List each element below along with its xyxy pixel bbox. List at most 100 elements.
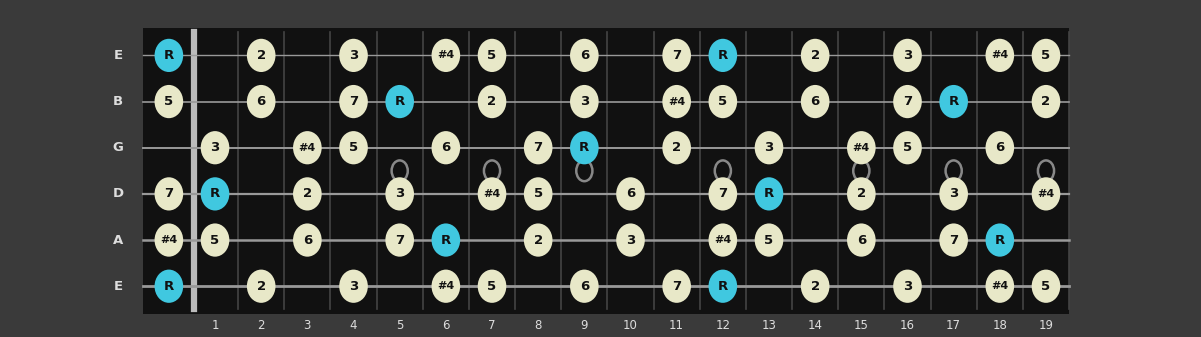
Text: 6: 6 [856, 234, 866, 247]
Text: 3: 3 [349, 280, 358, 293]
Text: R: R [163, 49, 174, 62]
Ellipse shape [801, 85, 830, 118]
Ellipse shape [894, 39, 922, 72]
Ellipse shape [386, 223, 414, 257]
Ellipse shape [386, 85, 414, 118]
Text: 5: 5 [718, 95, 728, 108]
Text: 5: 5 [1041, 280, 1051, 293]
Ellipse shape [1032, 39, 1060, 72]
Ellipse shape [709, 223, 737, 257]
Ellipse shape [155, 85, 184, 118]
Ellipse shape [431, 39, 460, 72]
Text: 6: 6 [442, 319, 449, 332]
Text: R: R [994, 234, 1005, 247]
FancyBboxPatch shape [100, 0, 1101, 337]
Text: 14: 14 [807, 319, 823, 332]
Text: 7: 7 [673, 280, 681, 293]
Ellipse shape [201, 131, 229, 164]
Ellipse shape [801, 39, 830, 72]
Ellipse shape [986, 39, 1014, 72]
Ellipse shape [663, 85, 691, 118]
Text: A: A [113, 234, 124, 247]
Text: 3: 3 [304, 319, 311, 332]
Text: 6: 6 [303, 234, 312, 247]
Text: 7: 7 [903, 95, 912, 108]
Text: 2: 2 [257, 49, 265, 62]
Ellipse shape [847, 223, 876, 257]
Text: 6: 6 [580, 49, 588, 62]
Text: 6: 6 [811, 95, 820, 108]
Text: 6: 6 [580, 280, 588, 293]
Text: 19: 19 [1039, 319, 1053, 332]
Text: 5: 5 [396, 319, 404, 332]
Ellipse shape [478, 85, 507, 118]
Ellipse shape [524, 177, 552, 211]
Ellipse shape [801, 270, 830, 303]
Text: 6: 6 [441, 141, 450, 154]
Ellipse shape [570, 39, 598, 72]
Text: B: B [113, 95, 124, 108]
Text: 5: 5 [165, 95, 173, 108]
Text: 2: 2 [488, 95, 496, 108]
Ellipse shape [155, 177, 184, 211]
Ellipse shape [616, 177, 645, 211]
Text: 7: 7 [349, 95, 358, 108]
Text: D: D [113, 187, 124, 201]
Ellipse shape [293, 177, 322, 211]
Text: R: R [718, 280, 728, 293]
Ellipse shape [894, 85, 922, 118]
Ellipse shape [247, 85, 275, 118]
Ellipse shape [201, 177, 229, 211]
Text: #4: #4 [483, 189, 501, 199]
Text: 17: 17 [946, 319, 961, 332]
Text: 8: 8 [534, 319, 542, 332]
Ellipse shape [247, 270, 275, 303]
Text: #4: #4 [991, 51, 1009, 60]
Ellipse shape [986, 223, 1014, 257]
Text: 2: 2 [257, 319, 265, 332]
Text: R: R [718, 49, 728, 62]
Ellipse shape [431, 270, 460, 303]
Ellipse shape [847, 177, 876, 211]
Text: 7: 7 [673, 49, 681, 62]
Ellipse shape [754, 131, 783, 164]
Text: 6: 6 [626, 187, 635, 201]
Ellipse shape [939, 177, 968, 211]
Text: 3: 3 [764, 141, 773, 154]
Ellipse shape [663, 39, 691, 72]
Text: 2: 2 [811, 49, 820, 62]
Text: 5: 5 [533, 187, 543, 201]
Text: 2: 2 [1041, 95, 1051, 108]
Ellipse shape [663, 131, 691, 164]
Ellipse shape [986, 131, 1014, 164]
Text: 13: 13 [761, 319, 776, 332]
Text: 2: 2 [856, 187, 866, 201]
Ellipse shape [339, 131, 368, 164]
Text: 5: 5 [488, 280, 496, 293]
Text: 2: 2 [533, 234, 543, 247]
Ellipse shape [754, 223, 783, 257]
Text: 5: 5 [210, 234, 220, 247]
Ellipse shape [709, 270, 737, 303]
Text: #4: #4 [160, 235, 178, 245]
Text: 6: 6 [996, 141, 1004, 154]
Text: #4: #4 [991, 281, 1009, 291]
Text: 3: 3 [903, 49, 912, 62]
Ellipse shape [1032, 177, 1060, 211]
Text: #4: #4 [437, 51, 454, 60]
Text: 3: 3 [949, 187, 958, 201]
Text: #4: #4 [1038, 189, 1054, 199]
Ellipse shape [155, 270, 184, 303]
Text: #4: #4 [853, 143, 870, 153]
Text: 3: 3 [349, 49, 358, 62]
Ellipse shape [709, 177, 737, 211]
Text: 7: 7 [489, 319, 496, 332]
Text: 6: 6 [257, 95, 265, 108]
Text: 3: 3 [395, 187, 405, 201]
Text: R: R [579, 141, 590, 154]
Text: 7: 7 [949, 234, 958, 247]
Text: 9: 9 [580, 319, 588, 332]
Ellipse shape [1032, 270, 1060, 303]
Text: #4: #4 [437, 281, 454, 291]
Text: R: R [764, 187, 775, 201]
